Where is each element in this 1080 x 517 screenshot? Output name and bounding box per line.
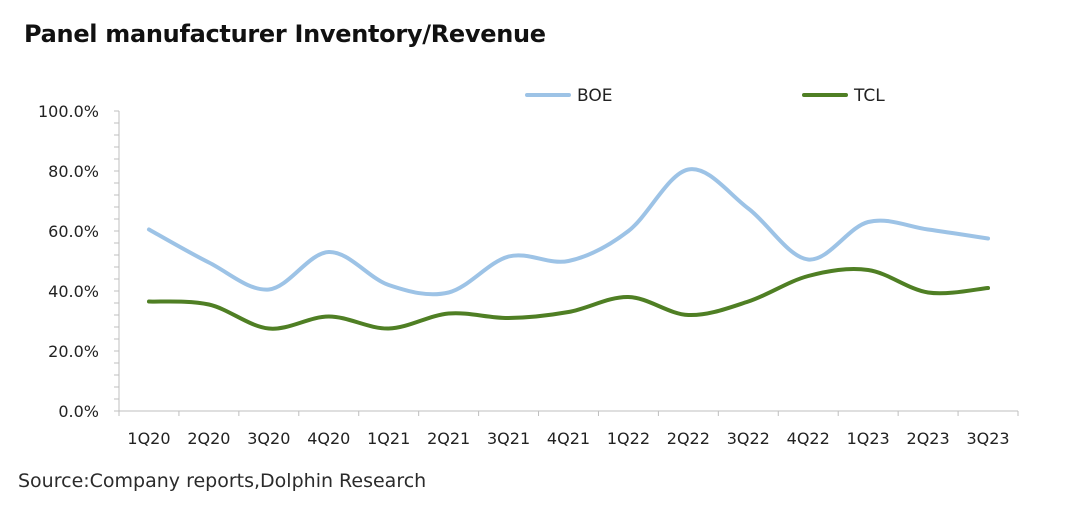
y-tick-label: 20.0% <box>48 342 99 361</box>
x-tick-label: 3Q20 <box>247 429 290 448</box>
x-tick-label: 3Q23 <box>966 429 1009 448</box>
x-tick-label: 4Q21 <box>547 429 590 448</box>
x-tick-label: 4Q22 <box>787 429 830 448</box>
legend-label-boe: BOE <box>577 86 613 106</box>
source-note: Source:Company reports,Dolphin Research <box>18 470 427 492</box>
x-tick-label: 2Q21 <box>427 429 470 448</box>
x-tick-label: 3Q21 <box>487 429 530 448</box>
y-tick-label: 80.0% <box>48 162 99 181</box>
x-tick-label: 2Q22 <box>667 429 710 448</box>
chart-title: Panel manufacturer Inventory/Revenue <box>24 20 546 48</box>
series-layer <box>146 167 991 331</box>
x-tick-label: 1Q20 <box>127 429 170 448</box>
y-tick-label: 100.0% <box>38 102 99 121</box>
y-tick-label: 60.0% <box>48 222 99 241</box>
x-tick-label: 2Q23 <box>907 429 950 448</box>
legend-label-tcl: TCL <box>853 86 885 106</box>
x-tick-label: 3Q22 <box>727 429 770 448</box>
x-tick-label: 1Q22 <box>607 429 650 448</box>
x-tick-label: 4Q20 <box>307 429 350 448</box>
series-line-tcl <box>146 267 991 331</box>
x-tick-label: 2Q20 <box>187 429 230 448</box>
series-line-boe <box>146 167 991 297</box>
x-tick-label: 1Q21 <box>367 429 410 448</box>
chart-axes: 0.0% 20.0% 40.0% 60.0% 80.0% 100.0% 1Q20 2Q20 3Q… <box>38 102 1019 448</box>
x-tick-label: 1Q23 <box>847 429 890 448</box>
y-tick-label: 0.0% <box>58 402 99 421</box>
y-tick-label: 40.0% <box>48 282 99 301</box>
chart-legend: BOE TCL <box>525 86 885 106</box>
